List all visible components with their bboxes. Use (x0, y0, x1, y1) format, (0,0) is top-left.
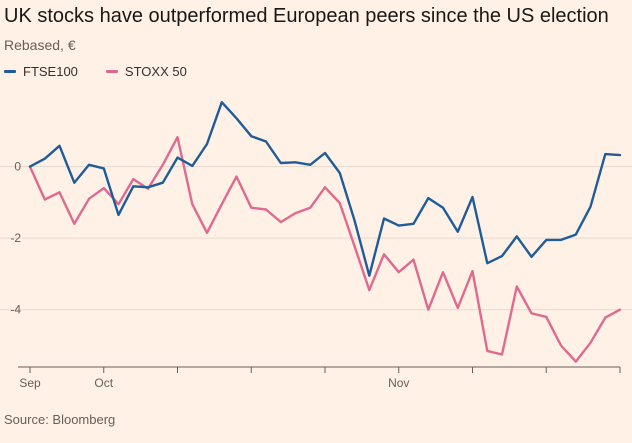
series-line-ftse100 (28, 100, 622, 277)
legend-label-ftse100: FTSE100 (23, 64, 78, 79)
chart-title: UK stocks have outperformed European pee… (4, 5, 609, 27)
y-tick-label: -4 (10, 303, 21, 317)
y-tick-label: 0 (14, 160, 21, 174)
y-tick-label: -2 (10, 231, 21, 245)
chart-subtitle: Rebased, € (4, 37, 76, 53)
series-line-stoxx-50 (28, 135, 622, 363)
legend-label-stoxx50: STOXX 50 (124, 64, 187, 79)
x-tick-label: Nov (388, 376, 409, 390)
legend-item-ftse100: FTSE100 (4, 64, 78, 79)
chart-legend: FTSE100 STOXX 50 (4, 64, 215, 79)
legend-item-stoxx50: STOXX 50 (105, 64, 187, 79)
legend-swatch-stoxx50 (105, 70, 118, 73)
x-tick-label: Oct (94, 376, 113, 390)
x-tick-label: Sep (19, 376, 41, 390)
chart-source: Source: Bloomberg (4, 412, 116, 427)
legend-swatch-ftse100 (4, 70, 16, 73)
